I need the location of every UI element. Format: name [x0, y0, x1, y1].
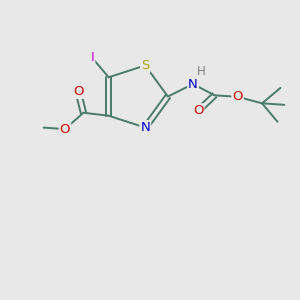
- Text: I: I: [91, 52, 94, 64]
- Text: N: N: [188, 77, 198, 91]
- Text: O: O: [73, 85, 83, 98]
- Text: S: S: [141, 59, 149, 72]
- Text: O: O: [232, 90, 243, 103]
- Text: O: O: [60, 123, 70, 136]
- Text: H: H: [197, 65, 206, 78]
- Text: N: N: [140, 121, 150, 134]
- Text: O: O: [193, 104, 203, 117]
